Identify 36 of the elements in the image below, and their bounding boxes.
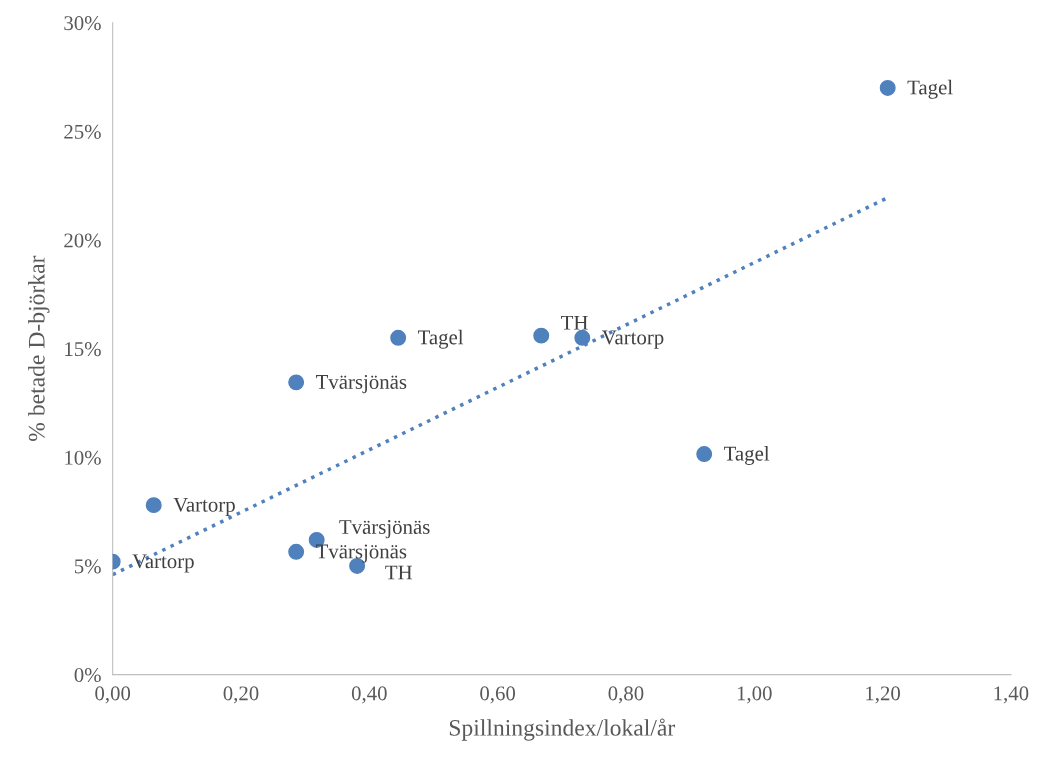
y-tick-label: 20%: [64, 233, 101, 248]
y-tick-label: 15%: [65, 342, 101, 357]
y-tick-label: 10%: [65, 450, 101, 465]
y-tick-label: 0%: [74, 667, 101, 683]
point: [288, 374, 305, 391]
y-tick-label: 25%: [64, 124, 101, 139]
annotation: Tagel: [907, 79, 953, 99]
point: [288, 543, 305, 560]
x-tick-label: 0,40: [351, 686, 387, 704]
x-tick-label: 0,00: [95, 686, 131, 704]
point: [879, 79, 896, 96]
x-tick-label: 0,80: [608, 686, 644, 704]
annotation: Vartorp: [601, 330, 664, 349]
annotation: Tagel: [724, 445, 770, 465]
x-tick-label: 0,20: [223, 686, 259, 704]
y-axis-title: % betade D-björkar: [28, 255, 50, 441]
annotation: Tvärsjönäs: [339, 520, 430, 539]
annotation: Tagel: [418, 329, 464, 349]
annotation: TH: [385, 565, 413, 580]
x-axis-title: Spillningsindex/lokal/år: [449, 718, 676, 741]
annotation: Vartorp: [132, 554, 194, 573]
x-tick-label: 1,20: [866, 686, 900, 704]
point: [574, 329, 591, 346]
point: [145, 497, 162, 514]
annotation: TH: [561, 315, 588, 330]
point: [390, 329, 407, 346]
x-tick-label: 1,40: [994, 686, 1029, 704]
annotation: Vartorp: [173, 497, 235, 516]
annotation: Tvärsjönäs: [315, 374, 407, 394]
x-tick-label: 1,00: [737, 686, 772, 704]
y-tick-label: 30%: [64, 16, 101, 31]
annotation: Tvärsjönäs: [315, 544, 407, 563]
x-tick-label: 0,60: [480, 686, 516, 704]
point: [696, 446, 713, 463]
y-tick-label: 5%: [75, 559, 101, 574]
point: [533, 327, 550, 344]
